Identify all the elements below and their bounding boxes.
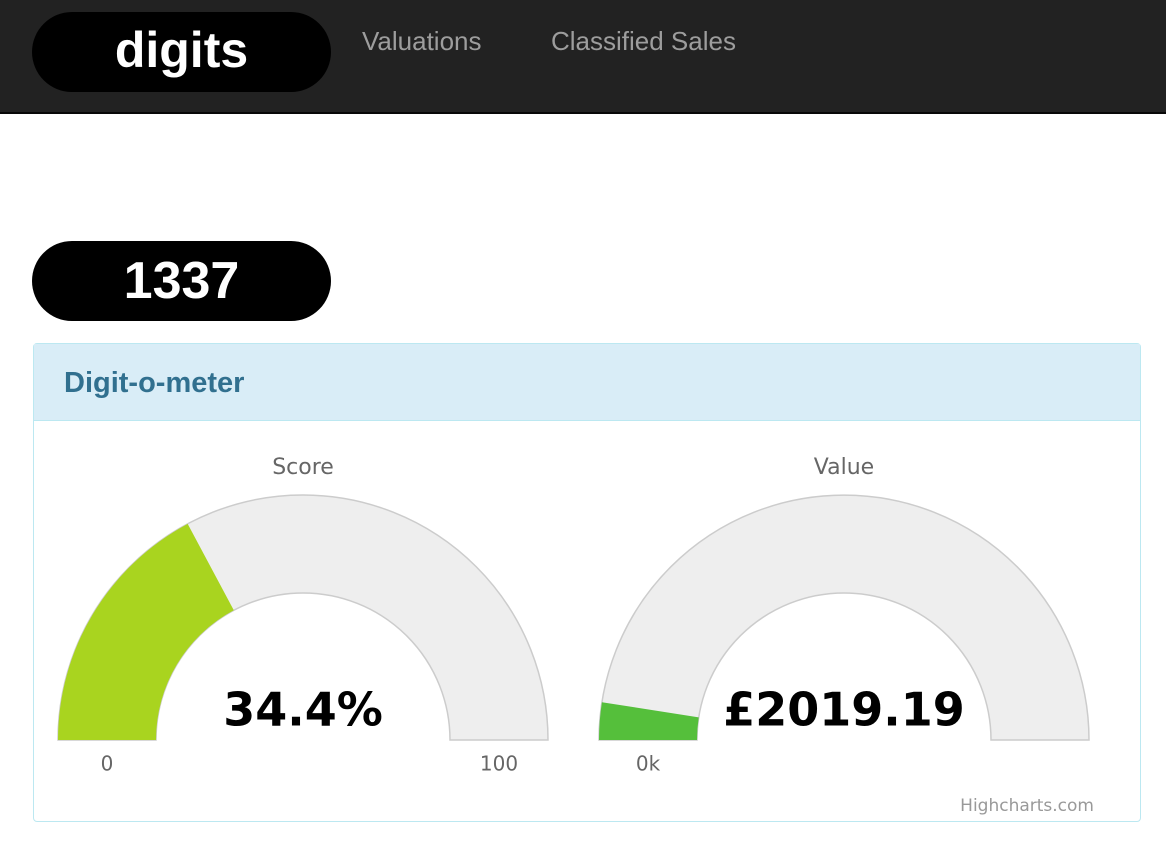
nav-link[interactable]: Classified Sales: [551, 26, 736, 56]
logo[interactable]: digits: [32, 12, 331, 92]
gauge-track: [598, 494, 1090, 741]
badge: 1337: [32, 241, 331, 321]
gauge-title: Score: [272, 455, 334, 480]
gauge-value-label: 34.4%: [223, 683, 383, 737]
gauge-tick-label: 100: [480, 752, 518, 776]
gauge-value-label: £2019.19: [723, 683, 965, 737]
navbar: digits Valuations Classified Sales: [0, 0, 1166, 114]
panel: Digit-o-meter: [33, 343, 1141, 822]
gauge-title: Value: [814, 455, 874, 480]
panel-title: Digit-o-meter: [34, 344, 1140, 421]
gauge-value: [599, 702, 699, 740]
gauge-tick-label: 0k: [636, 752, 661, 776]
gauge-value: [58, 523, 234, 740]
credits[interactable]: Highcharts.com: [960, 796, 1094, 816]
nav-link[interactable]: Valuations: [362, 26, 482, 56]
gauge-tick-label: 0: [101, 752, 114, 776]
